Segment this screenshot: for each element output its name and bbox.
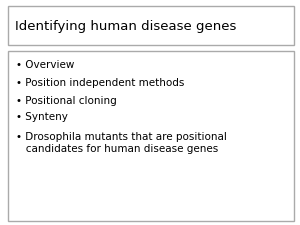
Text: Identifying human disease genes: Identifying human disease genes bbox=[15, 20, 236, 33]
FancyBboxPatch shape bbox=[8, 6, 294, 45]
Text: • Position independent methods: • Position independent methods bbox=[16, 78, 185, 88]
Text: • Synteny: • Synteny bbox=[16, 112, 68, 122]
FancyBboxPatch shape bbox=[8, 51, 294, 220]
Text: • Overview: • Overview bbox=[16, 60, 75, 70]
Text: • Drosophila mutants that are positional
   candidates for human disease genes: • Drosophila mutants that are positional… bbox=[16, 132, 227, 154]
Text: • Positional cloning: • Positional cloning bbox=[16, 96, 117, 106]
